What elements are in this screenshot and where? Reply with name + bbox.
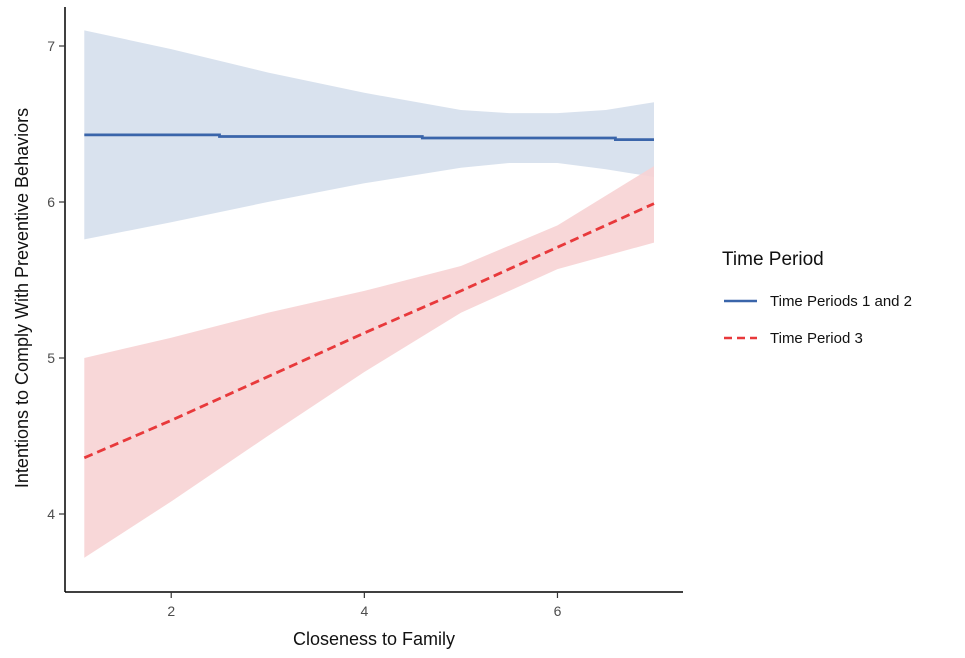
- x-tick-label: 2: [167, 603, 175, 619]
- series-line-1: [84, 133, 654, 141]
- y-tick-label: 4: [47, 506, 55, 522]
- y-tick-label: 6: [47, 194, 55, 210]
- y-axis-title: Intentions to Comply With Preventive Beh…: [12, 108, 32, 488]
- x-axis-title: Closeness to Family: [293, 629, 455, 649]
- y-tick-label: 7: [47, 38, 55, 54]
- legend-title: Time Period: [722, 249, 824, 270]
- x-tick-label: 6: [554, 603, 562, 619]
- y-axis-ticks: 4 5 6 7: [47, 38, 65, 522]
- x-tick-label: 4: [360, 603, 368, 619]
- confidence-band-series-1: [84, 30, 655, 240]
- legend-label-series-1: Time Periods 1 and 2: [770, 293, 912, 310]
- series-lines: [83, 133, 655, 460]
- x-axis-ticks: 2 4 6: [167, 592, 562, 619]
- legend: Time Period Time Periods 1 and 2 Time Pe…: [722, 249, 912, 347]
- legend-label-series-2: Time Period 3: [770, 330, 863, 347]
- y-tick-label: 5: [47, 350, 55, 366]
- confidence-bands: [84, 30, 655, 558]
- confidence-band-series-2: [84, 166, 655, 558]
